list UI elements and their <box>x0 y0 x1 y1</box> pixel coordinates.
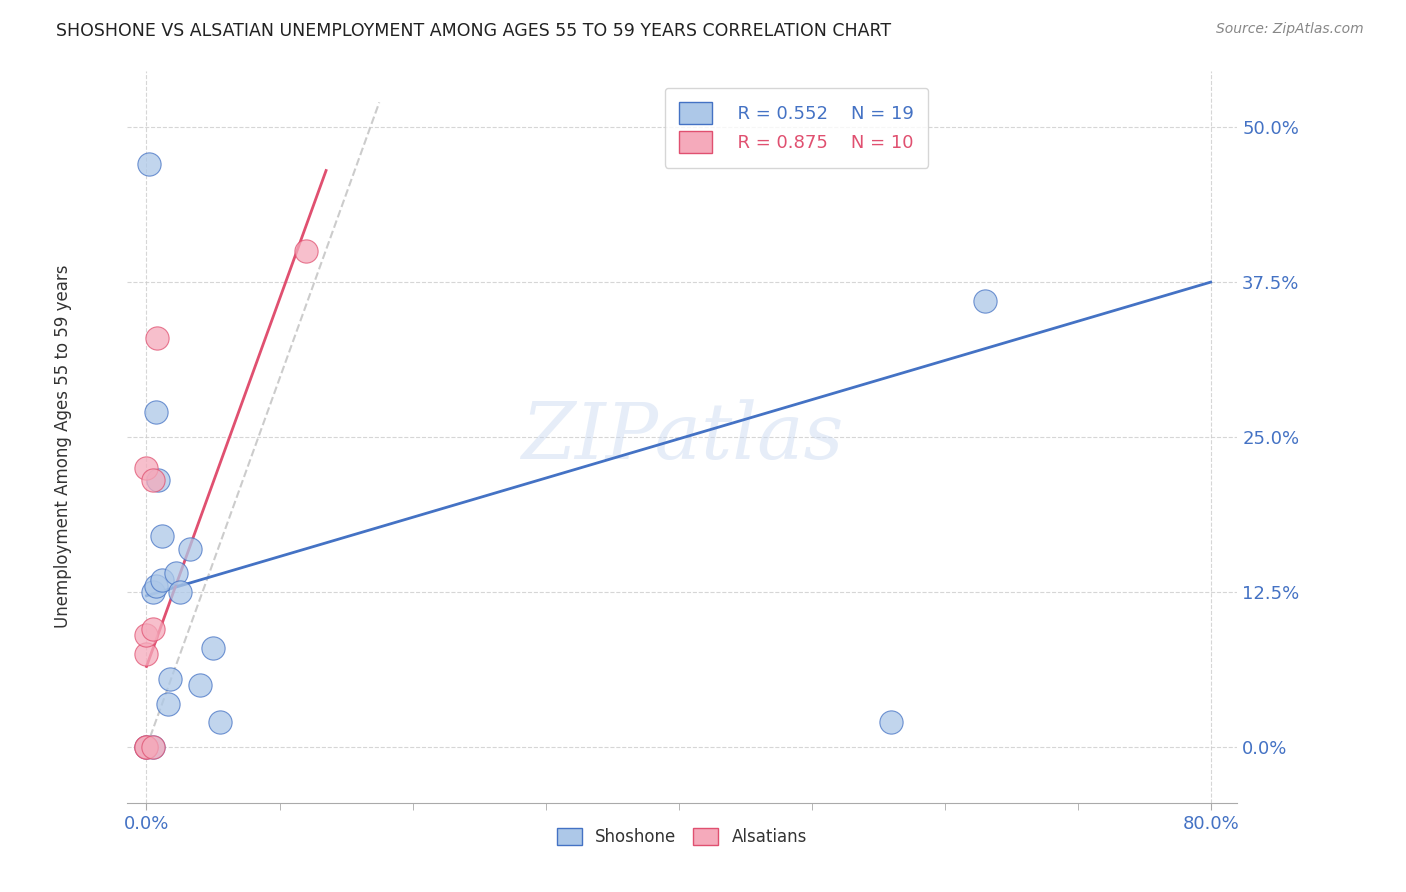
Point <box>142 739 165 754</box>
Point <box>880 715 903 730</box>
Point <box>135 461 157 475</box>
Point <box>152 529 174 543</box>
Point <box>208 715 231 730</box>
Point <box>135 739 157 754</box>
Point <box>156 697 179 711</box>
Point <box>159 672 181 686</box>
Point <box>146 331 169 345</box>
Text: Unemployment Among Ages 55 to 59 years: Unemployment Among Ages 55 to 59 years <box>55 264 72 628</box>
Point <box>138 157 160 171</box>
Point <box>135 739 157 754</box>
Point <box>152 573 174 587</box>
Text: ZIPatlas: ZIPatlas <box>520 399 844 475</box>
Point <box>142 739 165 754</box>
Point <box>145 405 167 419</box>
Point <box>201 640 224 655</box>
Point <box>135 647 157 661</box>
Point <box>142 585 165 599</box>
Point <box>179 541 201 556</box>
Point <box>135 628 157 642</box>
Point <box>142 474 165 488</box>
Text: Source: ZipAtlas.com: Source: ZipAtlas.com <box>1216 22 1364 37</box>
Point <box>148 474 170 488</box>
Legend: Shoshone, Alsatians: Shoshone, Alsatians <box>550 822 814 853</box>
Point <box>135 739 157 754</box>
Point <box>188 678 211 692</box>
Point <box>295 244 318 259</box>
Point <box>973 293 995 308</box>
Text: SHOSHONE VS ALSATIAN UNEMPLOYMENT AMONG AGES 55 TO 59 YEARS CORRELATION CHART: SHOSHONE VS ALSATIAN UNEMPLOYMENT AMONG … <box>56 22 891 40</box>
Point <box>142 622 165 636</box>
Point <box>145 579 167 593</box>
Point <box>165 566 187 581</box>
Point <box>169 585 191 599</box>
